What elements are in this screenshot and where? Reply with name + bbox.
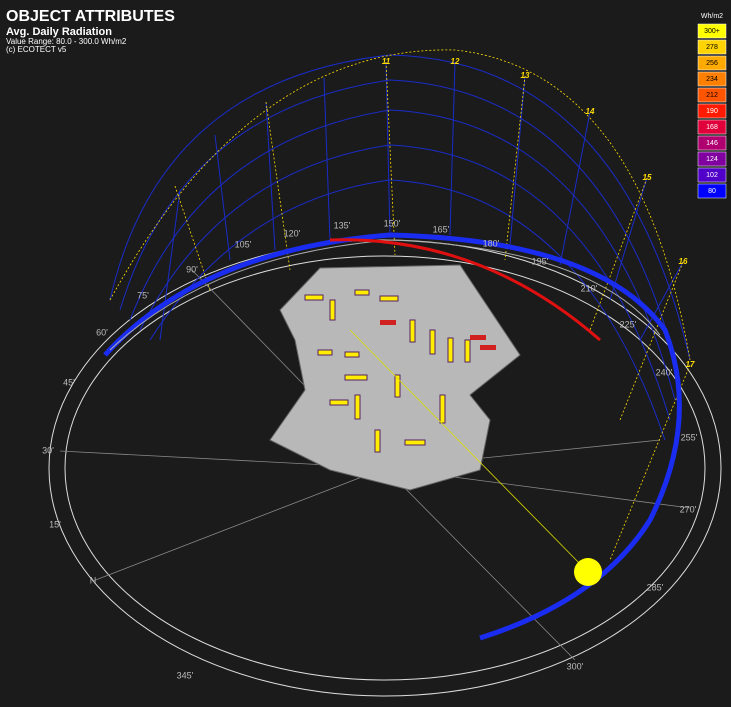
legend-swatch	[697, 103, 727, 119]
legend-swatch	[697, 151, 727, 167]
azimuth-label: 210'	[581, 283, 598, 293]
sun-path-edge	[109, 239, 661, 351]
sun-path-highlight	[329, 238, 601, 342]
azimuth-label: 45'	[63, 377, 75, 387]
azimuth-label: 240'	[656, 367, 673, 377]
azimuth-label: 345'	[177, 670, 194, 680]
subtitle: Avg. Daily Radiation	[6, 26, 112, 38]
legend-swatch	[697, 135, 727, 151]
legend-label: 190	[706, 108, 718, 115]
azimuth-label: 90'	[186, 264, 198, 274]
azimuth-label: 285'	[647, 582, 664, 592]
legend-swatch	[697, 71, 727, 87]
legend-label: 102	[706, 172, 718, 179]
sun-ray	[349, 329, 589, 573]
azimuth-label: 165'	[433, 224, 450, 234]
sun	[574, 558, 602, 586]
azimuth-label: 150'	[384, 218, 401, 228]
legend-label: 256	[706, 60, 718, 67]
hour-label: 16	[679, 257, 688, 266]
legend-swatch	[697, 167, 727, 183]
hour-label: 11	[382, 57, 391, 66]
azimuth-label: 120'	[284, 228, 301, 238]
credit: (c) ECOTECT v5	[6, 45, 67, 54]
azimuth-label: N	[90, 575, 97, 585]
legend-swatch	[697, 23, 727, 39]
legend-label: 124	[706, 156, 718, 163]
legend-label: 146	[706, 140, 718, 147]
range: Value Range: 80.0 - 300.0 Wh/m2	[6, 37, 127, 46]
legend-label: 212	[706, 92, 718, 99]
hour-label: 14	[586, 107, 595, 116]
azimuth-label: 195'	[532, 256, 549, 266]
legend-label: 80	[708, 188, 716, 195]
horizon	[64, 255, 706, 681]
azimuth-label: 270'	[680, 504, 697, 514]
legend-label: 278	[706, 44, 718, 51]
azimuth-label: 60'	[96, 327, 108, 337]
legend-swatch	[697, 119, 727, 135]
title: OBJECT ATTRIBUTES	[6, 8, 175, 25]
legend-swatch	[697, 39, 727, 55]
legend-label: 234	[706, 76, 718, 83]
azimuth-label: 180'	[483, 238, 500, 248]
hour-label: 13	[521, 71, 530, 80]
azimuth-label: 15'	[49, 519, 61, 529]
azimuth-label: 255'	[681, 432, 698, 442]
sun-path-dome	[109, 54, 691, 441]
legend-swatch	[697, 183, 727, 199]
legend-swatch	[697, 87, 727, 103]
hour-label: 15	[643, 173, 652, 182]
azimuth-label: 105'	[235, 239, 252, 249]
azimuth-label: 225'	[620, 319, 637, 329]
azimuth-label: 300'	[567, 661, 584, 671]
azimuth-label: 75'	[137, 290, 149, 300]
legend-label: 300+	[704, 28, 720, 35]
hour-label: 12	[451, 57, 460, 66]
sun-path	[103, 232, 682, 641]
legend-title: Wh/m2	[701, 13, 723, 20]
legend-swatch	[697, 55, 727, 71]
azimuth-label: 135'	[334, 220, 351, 230]
azimuth-label: 30'	[42, 445, 54, 455]
hour-lines	[109, 49, 691, 561]
site	[269, 264, 521, 491]
hour-label: 17	[686, 360, 695, 369]
legend-label: 168	[706, 124, 718, 131]
